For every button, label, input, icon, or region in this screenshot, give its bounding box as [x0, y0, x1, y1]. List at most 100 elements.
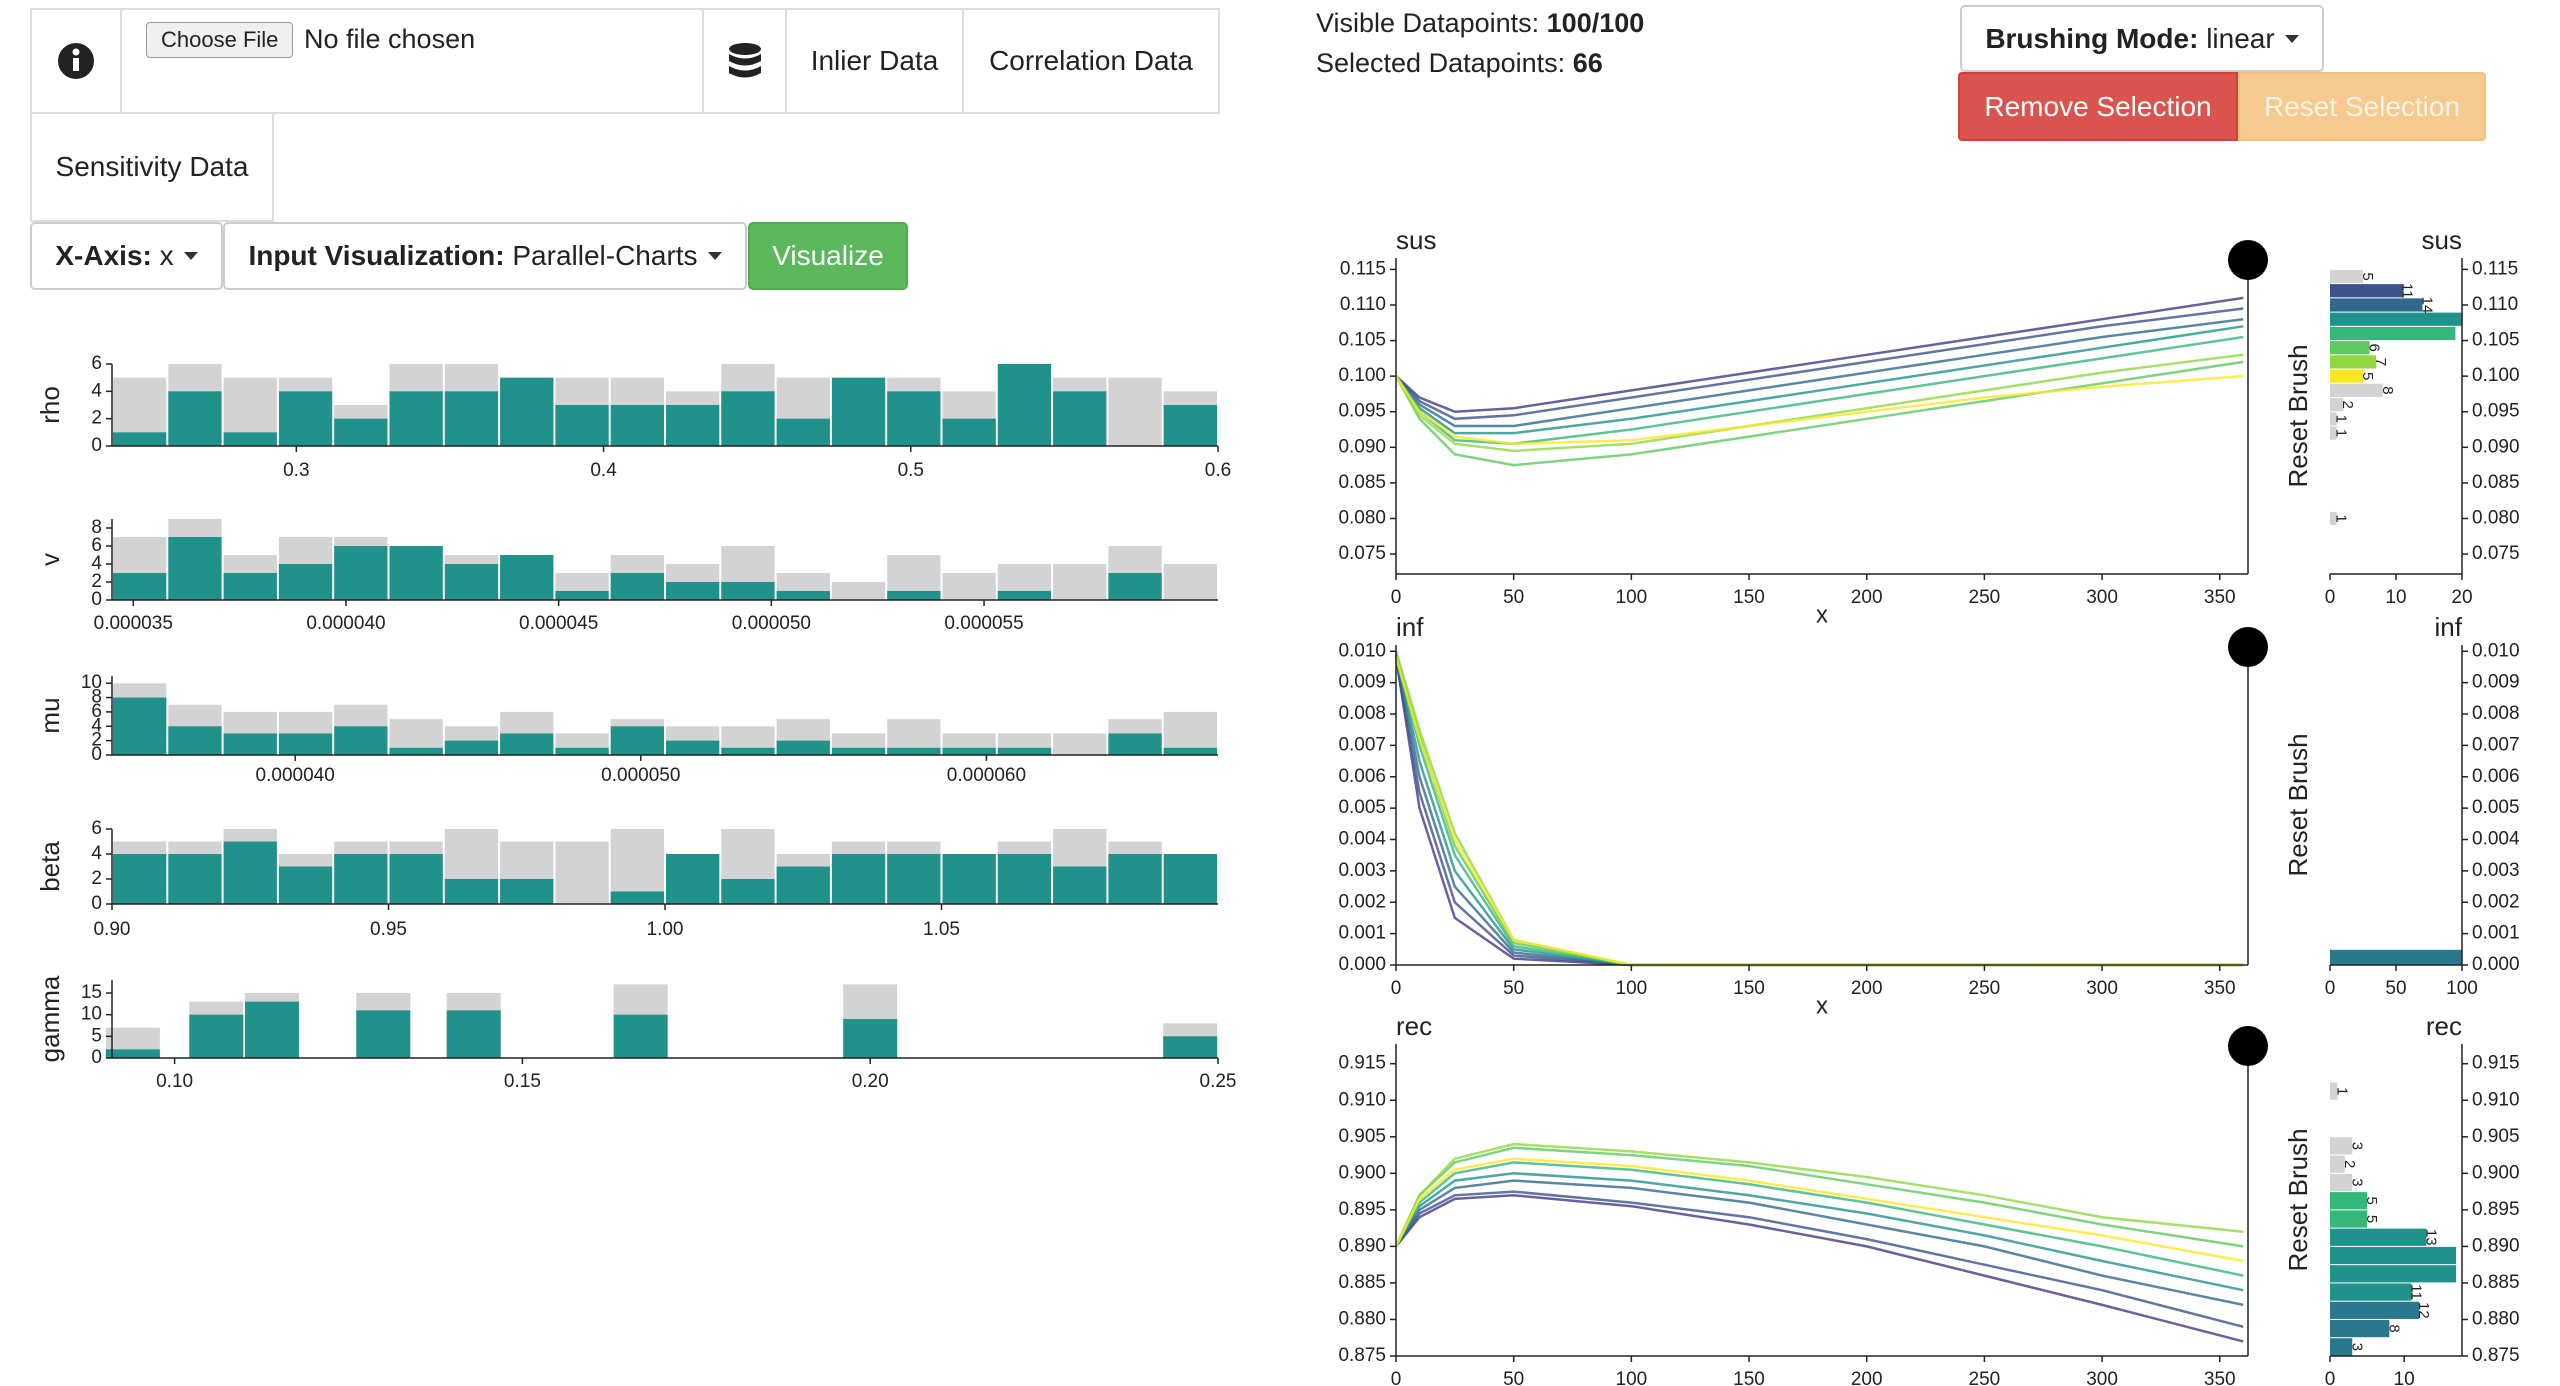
- y-tick-label: 0: [91, 893, 102, 914]
- histogram-bar: [2330, 369, 2363, 383]
- brush-handle[interactable]: [2228, 1026, 2268, 1066]
- y-tick-label: 0.004: [2472, 829, 2520, 850]
- selected-bar: [1108, 573, 1162, 600]
- dropdown-label: Brushing Mode:: [1985, 22, 2199, 54]
- y-tick-label: 0.885: [1338, 1272, 1386, 1293]
- selected-bar: [278, 733, 333, 755]
- y-tick-label: 0.890: [1338, 1235, 1386, 1256]
- bar-count-label: 5: [2363, 1197, 2380, 1205]
- selected-bar: [444, 879, 499, 904]
- x-tick-label: 350: [2204, 978, 2236, 999]
- series-line: [1394, 1161, 2244, 1277]
- x-axis-dropdown[interactable]: X-Axis: x: [30, 222, 223, 290]
- y-tick-label: 0.910: [1338, 1089, 1386, 1110]
- status-value: 66: [1572, 48, 1603, 78]
- x-tick-label: 10: [2385, 587, 2406, 608]
- series-line: [1395, 317, 2244, 428]
- inlier-data-tab[interactable]: Inlier Data: [785, 8, 964, 114]
- selected-bar: [776, 591, 830, 600]
- selected-bar: [942, 418, 996, 446]
- y-tick-label: 0.105: [1338, 330, 1386, 351]
- series-line: [1394, 654, 2244, 967]
- series-line: [1394, 650, 2244, 967]
- x-tick-label: 1.00: [647, 919, 684, 940]
- histogram-title: inf: [2435, 612, 2463, 642]
- input-visualization-dropdown[interactable]: Input Visualization: Parallel-Charts: [223, 222, 747, 290]
- selected-bar: [389, 391, 443, 446]
- histogram-bar: [2330, 298, 2423, 312]
- total-bar: [1053, 564, 1107, 600]
- selected-bar: [1163, 1036, 1218, 1058]
- selected-bar: [105, 1049, 160, 1058]
- series-line: [1394, 1157, 2244, 1263]
- selected-bar: [887, 747, 941, 755]
- x-tick-label: 200: [1851, 587, 1883, 608]
- reset-selection-button[interactable]: Reset Selection: [2238, 72, 2486, 141]
- selected-bar: [1053, 391, 1107, 446]
- status-label: Visible Datapoints:: [1316, 8, 1540, 38]
- y-tick-label: 0.009: [1338, 672, 1386, 693]
- series-line: [1394, 335, 2244, 446]
- status-value: 100/100: [1546, 8, 1645, 38]
- correlation-data-tab[interactable]: Correlation Data: [962, 8, 1220, 114]
- selected-bar: [776, 418, 830, 446]
- histogram-bar: [2330, 1283, 2412, 1301]
- bar-count-label: 2: [2341, 1160, 2358, 1168]
- y-tick-label: 0: [91, 744, 102, 765]
- y-tick-label: 0.009: [2472, 672, 2520, 693]
- axis-label: gamma: [35, 975, 65, 1062]
- x-tick-label: 50: [1503, 587, 1524, 608]
- bar-count-label: 11: [2408, 1284, 2425, 1300]
- y-tick-label: 0.880: [2472, 1308, 2520, 1329]
- series-line: [1394, 654, 2244, 967]
- y-tick-label: 0.880: [1338, 1308, 1386, 1329]
- y-tick-label: 0.010: [1338, 640, 1386, 661]
- selected-bar: [278, 564, 333, 600]
- sensitivity-data-tab[interactable]: Sensitivity Data: [30, 112, 274, 222]
- series-line: [1395, 1194, 2244, 1343]
- total-bar: [1108, 377, 1162, 446]
- selected-bar: [446, 1010, 501, 1058]
- selected-bar: [334, 726, 388, 755]
- y-tick-label: 0.010: [2472, 640, 2520, 661]
- selected-bar: [666, 405, 720, 446]
- x-tick-label: 100: [1616, 1369, 1648, 1386]
- reset-brush[interactable]: Reset Brush: [2283, 344, 2313, 487]
- brush-handle[interactable]: [2228, 240, 2268, 280]
- y-tick-label: 5: [91, 1025, 102, 1046]
- selected-bar: [500, 733, 554, 755]
- selected-bar: [356, 1010, 411, 1058]
- reset-brush[interactable]: Reset Brush: [2283, 1128, 2313, 1271]
- visualize-button[interactable]: Visualize: [748, 222, 908, 290]
- selected-bar: [610, 891, 664, 904]
- selected-bar: [666, 854, 720, 904]
- selected-bar: [1108, 733, 1162, 755]
- bar-count-label: 1: [2333, 415, 2350, 423]
- reset-brush[interactable]: Reset Brush: [2283, 733, 2313, 876]
- histogram-bar: [2330, 341, 2370, 355]
- y-tick-label: 0.100: [1338, 365, 1386, 386]
- selected-bar: [444, 391, 499, 446]
- selected-bar: [555, 405, 609, 446]
- info-cell[interactable]: [30, 8, 122, 114]
- axis-label: v: [35, 553, 65, 566]
- selected-bar: [113, 573, 167, 600]
- y-tick-label: 0.001: [1338, 923, 1386, 944]
- brush-handle[interactable]: [2228, 627, 2268, 667]
- selected-bar: [666, 582, 720, 600]
- series-line: [1394, 654, 2244, 967]
- x-tick-label: 10: [2394, 1369, 2415, 1386]
- y-tick-label: 15: [81, 982, 102, 1003]
- x-tick-label: 100: [1616, 978, 1648, 999]
- y-tick-label: 6: [91, 535, 102, 556]
- dropdown-value: Parallel-Charts: [512, 240, 698, 271]
- choose-file-button[interactable]: Choose File: [146, 22, 294, 58]
- series-line: [1394, 657, 2244, 967]
- brushing-mode-dropdown[interactable]: Brushing Mode: linear: [1960, 5, 2324, 72]
- selected-bar: [997, 591, 1052, 600]
- remove-selection-button[interactable]: Remove Selection: [1958, 72, 2238, 141]
- y-tick-label: 8: [91, 687, 102, 708]
- y-tick-label: 0.915: [1338, 1053, 1386, 1074]
- total-bar: [942, 573, 996, 600]
- selected-bar: [389, 747, 443, 755]
